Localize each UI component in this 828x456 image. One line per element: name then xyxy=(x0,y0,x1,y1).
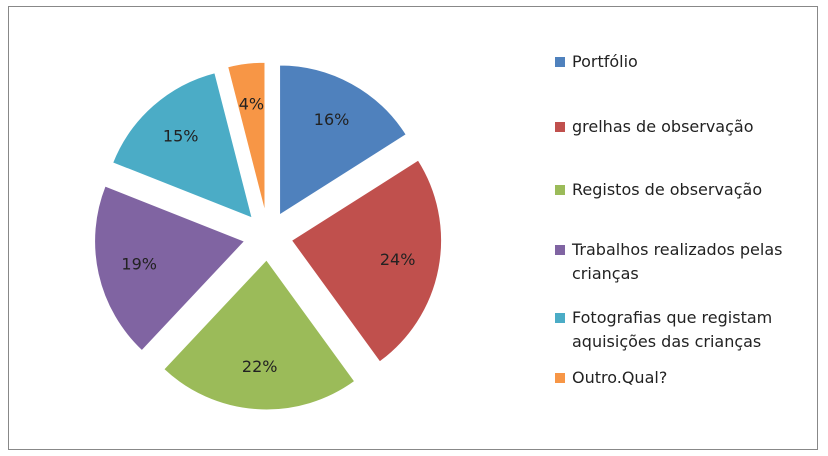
legend-item: Portfólio xyxy=(555,50,817,74)
legend-item: Fotografias que registam aquisições das … xyxy=(555,306,817,354)
legend-item: Outro.Qual? xyxy=(555,366,817,390)
legend-label: grelhas de observação xyxy=(572,117,754,136)
legend-label: Portfólio xyxy=(572,52,638,71)
legend-swatch xyxy=(555,57,565,67)
legend-swatch xyxy=(555,122,565,132)
pie-slice xyxy=(279,64,407,216)
chart-frame xyxy=(8,6,818,450)
data-label: 22% xyxy=(242,357,278,376)
pie-slice xyxy=(227,61,266,213)
legend-swatch xyxy=(555,313,565,323)
legend-item: Trabalhos realizados pelas crianças xyxy=(555,238,817,286)
data-label: 19% xyxy=(121,254,157,273)
pie-slice xyxy=(112,72,253,219)
legend-label: Fotografias que registam aquisições das … xyxy=(572,308,773,351)
data-label: 4% xyxy=(239,95,264,114)
legend-swatch xyxy=(555,245,565,255)
pie-slice xyxy=(163,259,356,411)
legend-swatch xyxy=(555,373,565,383)
legend-swatch xyxy=(555,185,565,195)
legend-item: Registos de observação xyxy=(555,178,817,202)
legend-label: Outro.Qual? xyxy=(572,368,668,387)
pie-slice xyxy=(290,159,443,363)
data-label: 15% xyxy=(163,126,199,145)
legend-item: grelhas de observação xyxy=(555,115,817,139)
data-label: 24% xyxy=(380,250,416,269)
data-label: 16% xyxy=(314,110,350,129)
legend-label: Registos de observação xyxy=(572,180,763,199)
legend-label: Trabalhos realizados pelas crianças xyxy=(572,240,783,283)
pie-slice xyxy=(94,185,246,352)
